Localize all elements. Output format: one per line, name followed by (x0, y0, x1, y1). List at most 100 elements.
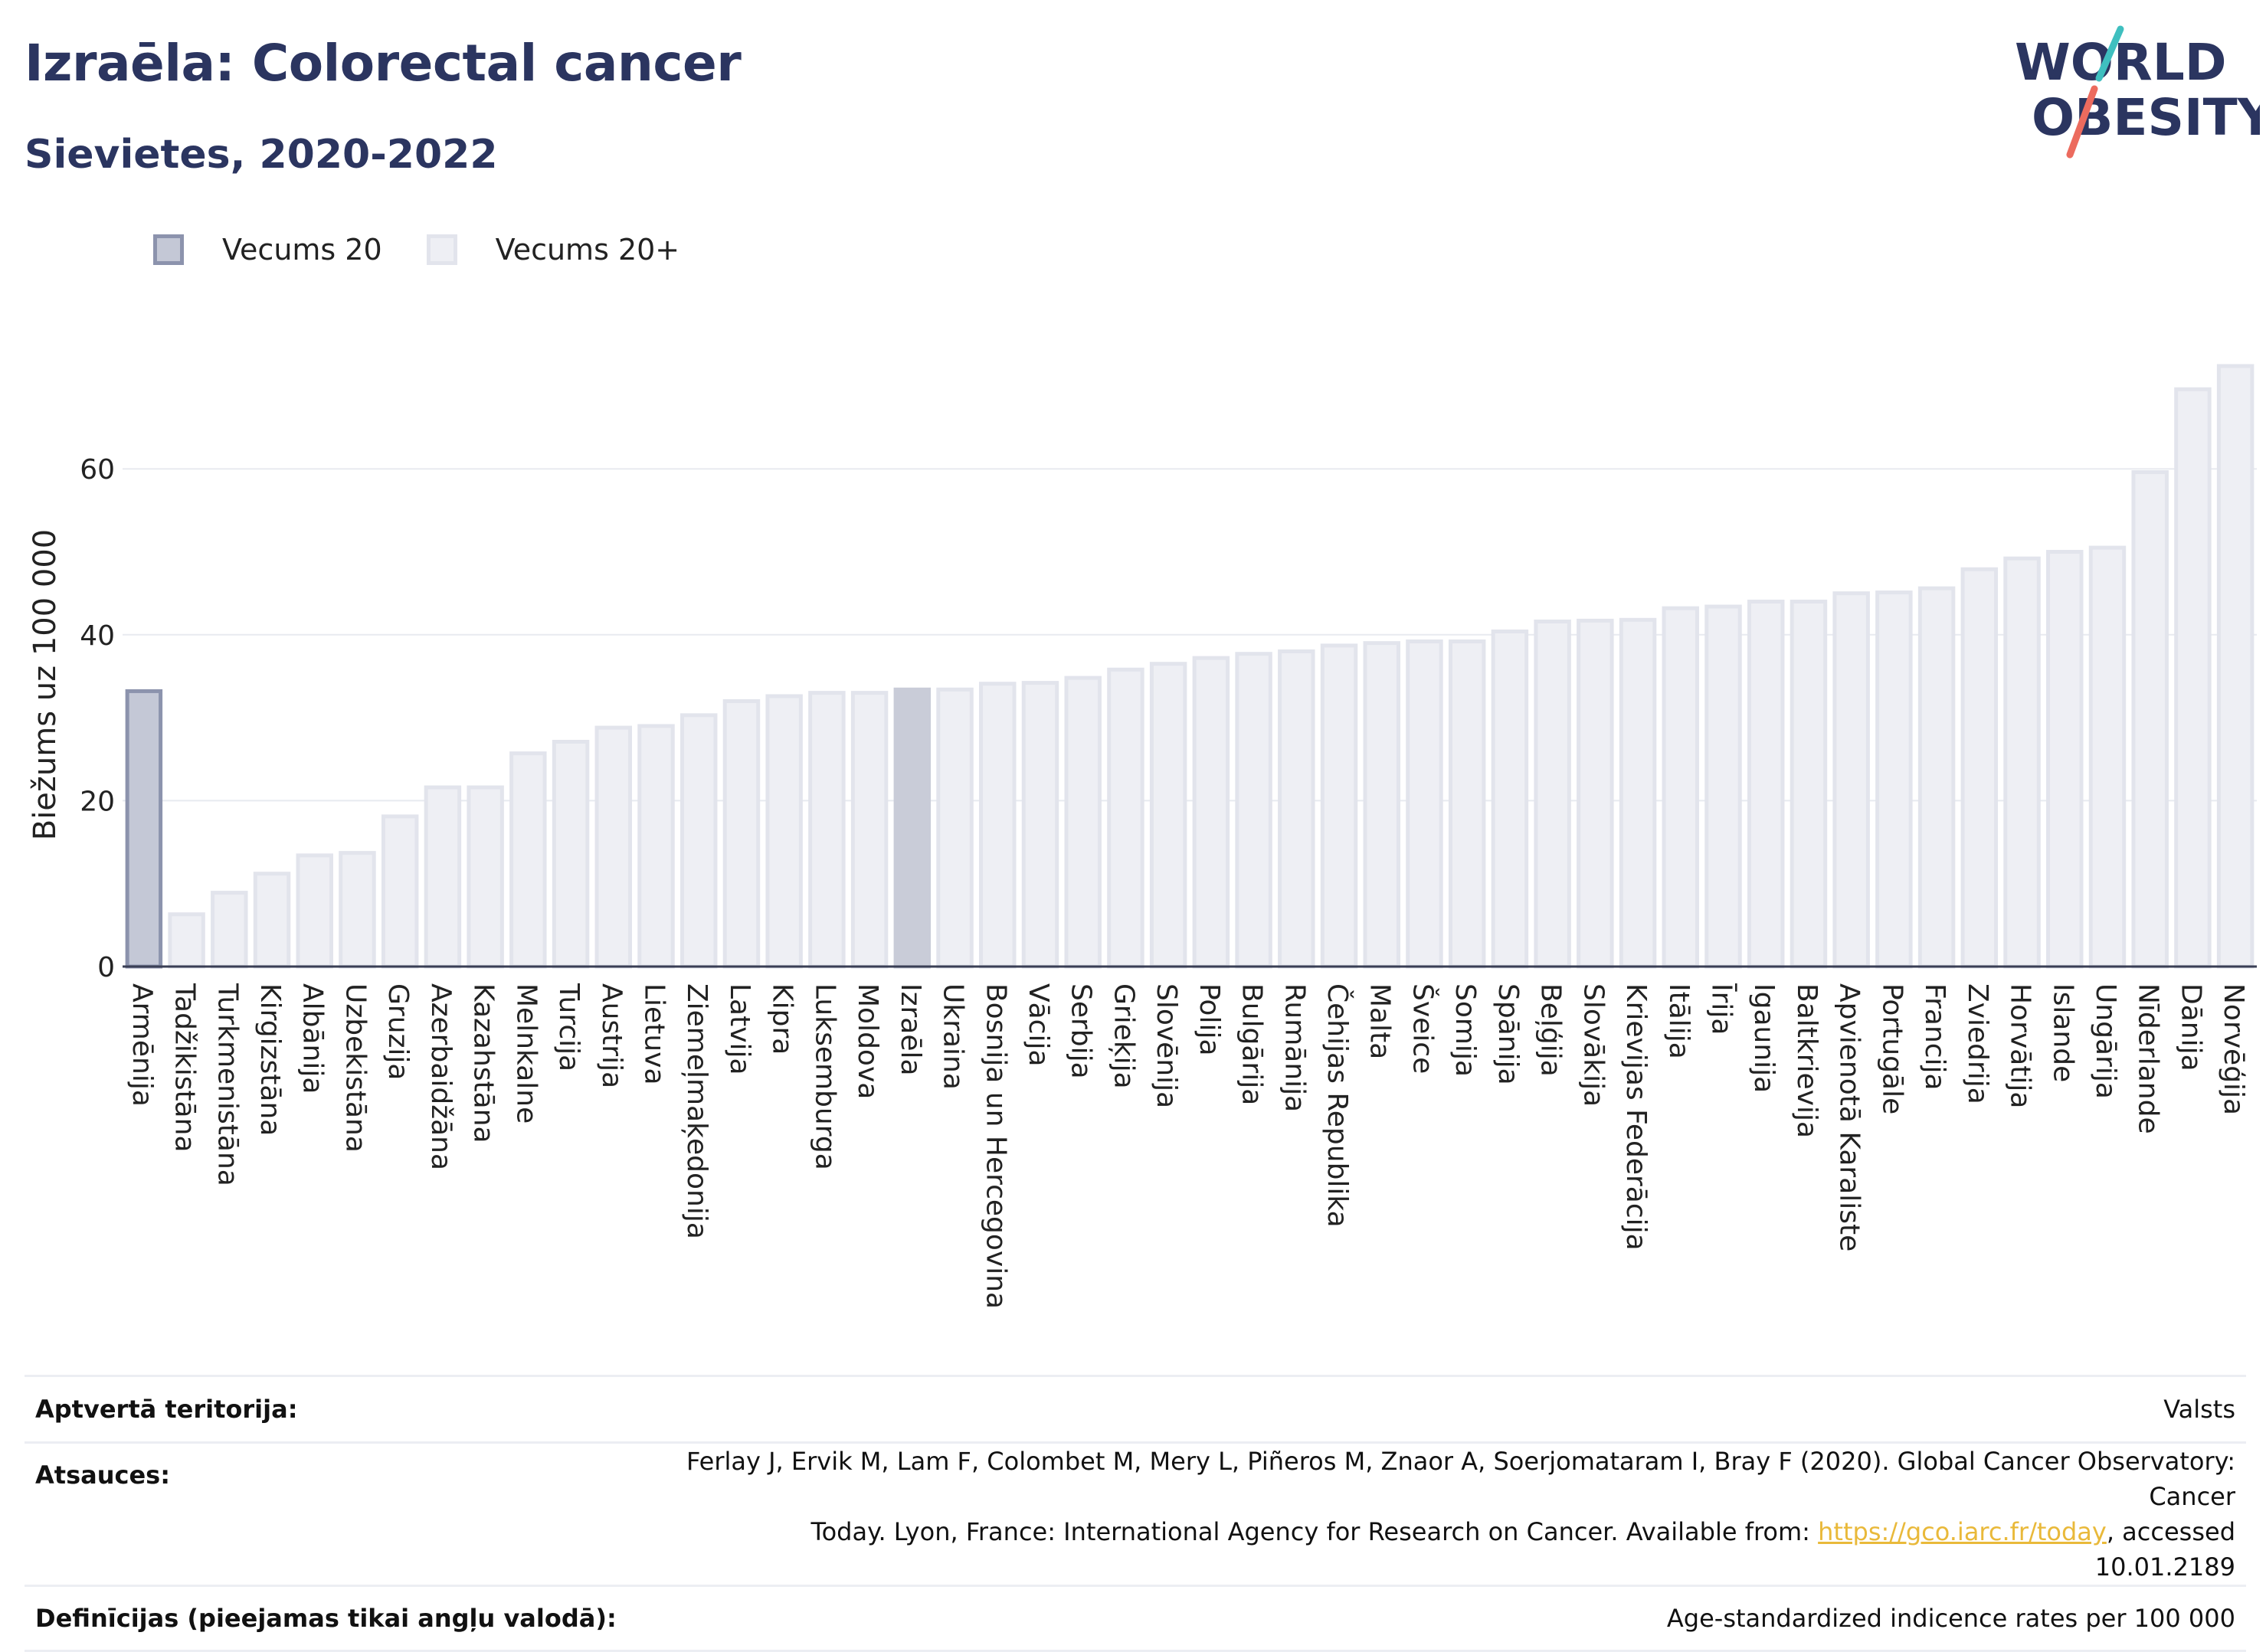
x-tick-label: Ungārija (2090, 983, 2121, 1099)
x-tick-label: Apvienotā Karaliste (1834, 983, 1865, 1251)
bar[interactable] (2088, 545, 2127, 969)
info-table: Aptvertā teritorija: Valsts Atsauces: Fe… (25, 1375, 2246, 1652)
x-tick-label: Rumānija (1279, 983, 1310, 1112)
sources-line-2-post: , accessed 10.01.2189 (2094, 1517, 2235, 1582)
bar[interactable] (637, 724, 675, 969)
x-tick-label: Nīderlande (2133, 983, 2164, 1134)
bar[interactable] (1747, 599, 1785, 969)
bar[interactable] (893, 687, 932, 969)
bar[interactable] (2131, 470, 2169, 969)
bar[interactable] (936, 687, 974, 969)
bar[interactable] (296, 853, 333, 969)
bar[interactable] (381, 814, 419, 969)
bar[interactable] (765, 694, 803, 969)
definitions-value: Age-standardized indicence rates per 100… (663, 1585, 2246, 1652)
bar[interactable] (1149, 662, 1187, 969)
bar[interactable] (2046, 550, 2084, 969)
bar[interactable] (168, 912, 205, 969)
logo-slash-coral (2066, 85, 2098, 159)
bar[interactable] (808, 691, 846, 969)
bar[interactable] (552, 740, 590, 969)
bar[interactable] (1278, 649, 1315, 969)
bar[interactable] (253, 872, 291, 969)
x-tick-label: Melnkalne (510, 983, 542, 1124)
sources-line-2-pre: Today. Lyon, France: International Agenc… (810, 1517, 1819, 1546)
x-tick-label: Ziemeļmaķedonija (681, 983, 712, 1239)
bar[interactable] (509, 751, 547, 969)
info-row-sources: Atsauces: Ferlay J, Ervik M, Lam F, Colo… (25, 1441, 2246, 1587)
x-tick-label: Azerbaidžāna (425, 983, 457, 1170)
bar[interactable] (1577, 618, 1614, 969)
bar[interactable] (1192, 656, 1230, 969)
sources-link[interactable]: https://gco.iarc.fr/today (1818, 1517, 2107, 1546)
bar[interactable] (467, 785, 504, 969)
info-row-definitions: Definīcijas (pieejamas tikai angļu valod… (25, 1585, 2246, 1652)
bar[interactable] (211, 891, 248, 969)
bar[interactable] (1960, 567, 1999, 969)
x-tick-label: Turkmenistāna (211, 983, 243, 1186)
bar[interactable] (2003, 556, 2041, 969)
bar[interactable] (1064, 676, 1102, 969)
bar[interactable] (1662, 606, 1700, 969)
x-tick-label: Uzbekistāna (339, 983, 371, 1153)
bar[interactable] (1875, 590, 1913, 969)
x-tick-label: Vācija (1023, 983, 1054, 1067)
y-axis-label: Biežums uz 100 000 (28, 529, 63, 841)
sources-value: Ferlay J, Ervik M, Lam F, Colombet M, Me… (663, 1441, 2246, 1587)
bar[interactable] (1917, 586, 1956, 969)
bar[interactable] (1619, 617, 1657, 969)
x-tick-label: Norvēģija (2218, 983, 2249, 1115)
legend-item-age-20-plus[interactable]: Vecums 20+ (426, 233, 679, 267)
bar[interactable] (424, 785, 462, 969)
bar[interactable] (339, 851, 376, 969)
bar[interactable] (594, 725, 633, 969)
logo-word-obesity: OBESITY (2032, 88, 2260, 147)
x-tick-label: Ukraina (938, 983, 969, 1090)
page-title: Izraēla: Colorectal cancer (25, 34, 742, 93)
x-tick-label: Itālija (1663, 983, 1695, 1059)
bar[interactable] (1832, 591, 1870, 969)
x-tick-label: Bosnija un Hercegovina (980, 983, 1011, 1309)
bar[interactable] (1235, 652, 1272, 969)
x-tick-label: Malta (1364, 983, 1396, 1059)
x-tick-label: Beļģija (1535, 983, 1567, 1077)
bar[interactable] (679, 713, 718, 969)
x-tick-label: Čehijas Republika (1321, 983, 1354, 1228)
x-tick-label: Kipra (767, 983, 798, 1055)
x-tick-label: Tadžikistāna (169, 983, 201, 1153)
bar[interactable] (1363, 641, 1400, 969)
x-tick-label: Armēnija (126, 983, 158, 1107)
bar[interactable] (722, 698, 761, 969)
x-tick-label: Šveice (1406, 983, 1439, 1074)
bar[interactable] (1704, 604, 1742, 969)
bar[interactable] (2216, 364, 2255, 969)
x-tick-label: Austrija (596, 983, 627, 1088)
x-tick-label: Horvātija (2005, 983, 2036, 1108)
x-tick-label: Krievijas Federācija (1620, 983, 1652, 1251)
logo-word-world: WORLD (2015, 33, 2227, 92)
bar[interactable] (1790, 599, 1828, 969)
bar[interactable] (1021, 681, 1059, 969)
sources-line-1: Ferlay J, Ervik M, Lam F, Colombet M, Me… (686, 1447, 2235, 1511)
bar[interactable] (850, 691, 889, 969)
x-tick-label: Serbija (1066, 983, 1097, 1079)
x-tick-label: Izraēla (895, 983, 926, 1076)
x-tick-label: Lietuva (639, 983, 670, 1085)
bar[interactable] (1448, 639, 1486, 969)
legend-item-age-20[interactable]: Vecums 20 (153, 233, 382, 267)
bar[interactable] (125, 689, 163, 969)
bar[interactable] (2174, 387, 2212, 969)
y-tick-label: 20 (80, 786, 115, 817)
x-tick-label: Turcija (553, 983, 585, 1071)
x-tick-label: Islande (2047, 983, 2078, 1082)
bar[interactable] (1320, 643, 1358, 969)
info-row-territory: Aptvertā teritorija: Valsts (25, 1375, 2246, 1444)
bar[interactable] (1491, 629, 1529, 969)
bars (125, 364, 2255, 969)
bar[interactable] (1107, 667, 1144, 969)
bar[interactable] (1534, 619, 1571, 969)
x-tick-label: Slovākija (1577, 983, 1609, 1107)
bar[interactable] (1406, 639, 1443, 969)
legend-swatch-age-20 (153, 234, 184, 265)
bar[interactable] (979, 682, 1017, 969)
